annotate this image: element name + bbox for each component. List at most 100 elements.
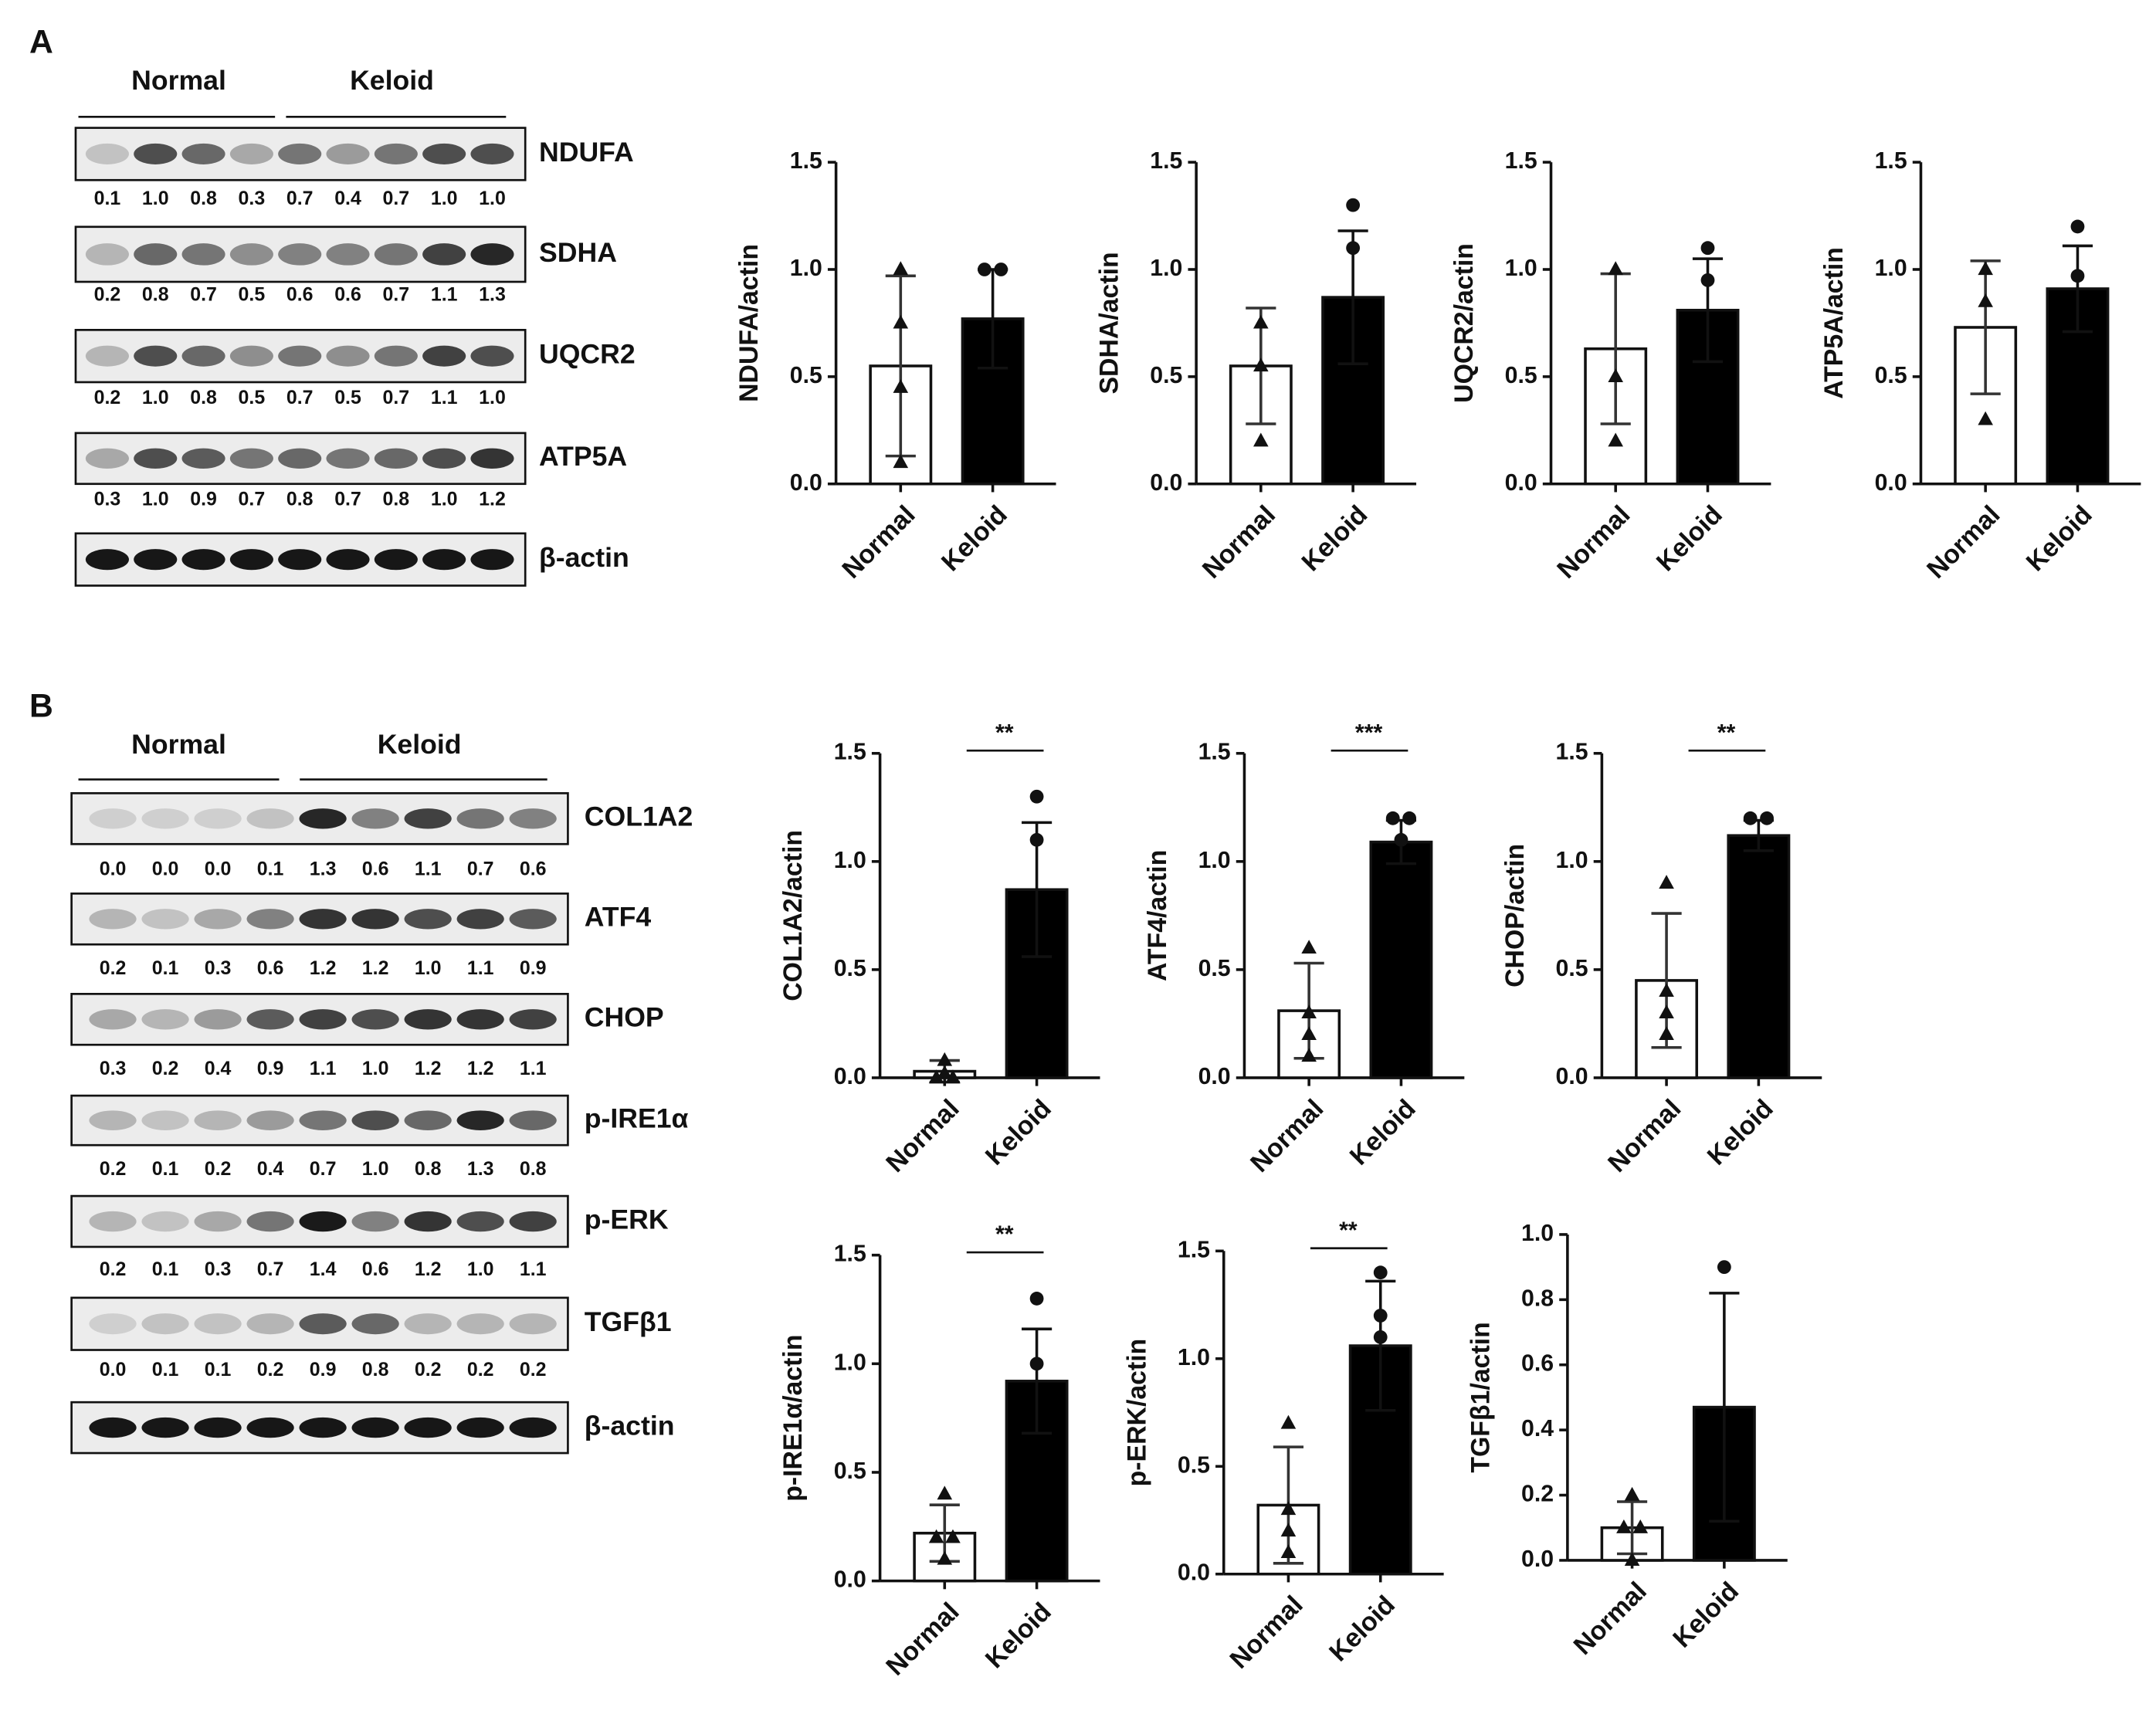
point [978,263,992,276]
row-label: p-IRE1α [585,1103,689,1134]
band-value: 1.0 [142,387,169,408]
x-tick-label: Normal [880,1597,964,1681]
x-tick-label: Keloid [2021,500,2098,577]
x-tick-label: Keloid [1667,1577,1744,1654]
band-value: 0.2 [152,1058,179,1079]
point [2070,269,2085,283]
point [1385,811,1400,825]
point [1029,789,1044,804]
x-tick-label: Normal [1551,500,1636,584]
band [299,1211,347,1232]
y-tick-label: 1.0 [1556,848,1588,873]
band [456,1110,504,1130]
band-value: 0.2 [520,1359,547,1380]
x-tick-label: Keloid [1344,1094,1422,1171]
band [422,243,466,266]
band-value: 0.9 [520,957,547,979]
band [134,448,178,469]
band [404,1110,452,1130]
band-value: 0.8 [190,387,217,408]
band-value: 0.2 [94,283,121,305]
band-value: 1.3 [310,859,337,880]
band-value: 1.0 [467,1258,494,1280]
band [229,243,273,266]
band [229,448,273,469]
band-value: 0.5 [334,387,361,408]
point [1616,1519,1632,1533]
band [229,549,273,571]
point [893,379,909,393]
band [181,345,225,367]
band-value: 0.8 [142,283,169,305]
band [326,243,370,266]
band-value: 0.3 [205,957,232,979]
point [1608,432,1623,447]
band [404,1313,452,1335]
band [141,1009,189,1030]
x-tick-label: Normal [1224,1590,1308,1674]
point [1608,261,1623,276]
band [278,345,322,367]
y-tick-label: 1.5 [1505,148,1537,174]
band [509,1417,557,1438]
band [89,808,137,829]
y-axis-label: ATF4/actin [1143,850,1172,981]
y-tick-label: 1.0 [790,256,822,281]
band-value: 1.3 [467,1158,494,1180]
band-value: 0.9 [257,1058,284,1079]
band-value: 0.1 [152,1258,179,1280]
band [470,549,514,571]
error-bar [1970,259,2001,395]
row-label: p-ERK [585,1204,669,1235]
band [470,448,514,469]
band-value: 0.0 [100,1359,127,1380]
x-tick-label: Normal [1921,500,2005,584]
band-value: 0.2 [205,1158,232,1180]
band [229,345,273,367]
y-tick-label: 1.5 [834,740,866,765]
row-label: ATF4 [585,902,652,933]
point [1301,940,1317,954]
band-value: 1.0 [362,1058,389,1079]
band-value: 0.7 [190,283,217,305]
y-tick-label: 1.0 [834,848,866,873]
point [1978,411,1993,425]
y-axis-label: ATP5A/actin [1819,247,1849,399]
band-value: 0.7 [310,1158,337,1180]
band [181,448,225,469]
band-value: 0.5 [239,387,266,408]
point [1717,1260,1731,1275]
band-value: 0.7 [467,859,494,880]
band [374,243,418,266]
band-value: 0.3 [205,1258,232,1280]
band-value: 0.4 [334,188,361,209]
band [456,1211,504,1232]
y-tick-label: 1.0 [1198,848,1231,873]
band-value: 1.1 [431,283,458,305]
band [374,345,418,367]
band-value: 0.7 [334,489,361,510]
point [1394,832,1409,847]
y-tick-label: 0.0 [834,1064,866,1089]
band [470,143,514,164]
band [89,909,137,930]
band-value: 0.6 [286,283,314,305]
bar [1727,834,1791,1079]
band-value: 0.0 [205,859,232,880]
point [893,261,909,276]
band-value: 0.6 [362,1258,389,1280]
point [1346,198,1361,212]
band-value: 0.0 [152,859,179,880]
band [85,345,129,367]
significance: ** [995,1222,1014,1248]
y-tick-label: 0.5 [834,956,866,981]
band [456,1009,504,1030]
group-label: Normal [131,729,226,760]
x-tick-label: Keloid [1296,500,1373,577]
y-axis-label: NDUFA/actin [734,244,764,402]
band-value: 1.0 [479,387,506,408]
point [1659,875,1674,889]
y-tick-label: 1.0 [1150,256,1182,281]
band-value: 0.1 [205,1359,232,1380]
